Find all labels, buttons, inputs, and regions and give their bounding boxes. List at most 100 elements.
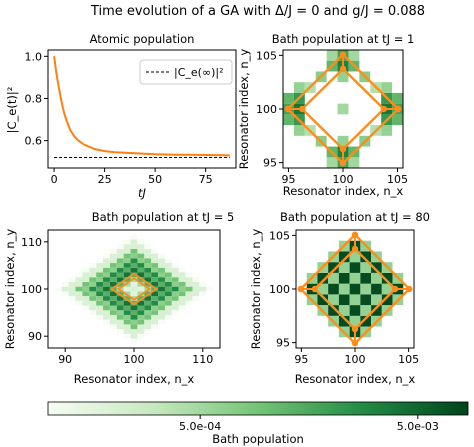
heatmap-cell (144, 329, 152, 334)
heatmap-cell (103, 263, 110, 268)
heatmap-cell (103, 253, 110, 259)
heatmap-cell (328, 305, 339, 316)
heatmap-cell (89, 296, 97, 301)
heatmap-cell (116, 329, 124, 334)
heatmap-cell (151, 281, 159, 287)
heatmap-cell (89, 300, 97, 306)
heatmap-cell (116, 248, 124, 254)
y-axis-label: Resonator index, n_y (3, 229, 17, 350)
heatmap-cell (158, 300, 165, 306)
heatmap-cell (109, 305, 117, 311)
heatmap-cell (130, 234, 138, 240)
heatmap-cell (158, 253, 165, 259)
heatmap-cell (137, 277, 145, 282)
heatmap-cell (137, 253, 145, 259)
heatmap-cell (130, 291, 138, 297)
heatmap-cell (82, 267, 90, 273)
heatmap-cell (151, 291, 159, 297)
heatmap-cell (82, 277, 90, 282)
heatmap-cell (109, 286, 117, 292)
emitter-line (110, 272, 158, 306)
heatmap-cell (96, 305, 104, 311)
heatmap-cell (109, 258, 117, 264)
heatmap-cell (82, 300, 90, 306)
colorbar: 5.0e-04 5.0e-03 Bath population (47, 401, 469, 446)
heatmap-cell (349, 251, 361, 263)
heatmap-cell (103, 286, 110, 292)
heatmap-cell (130, 277, 138, 282)
heatmap-cell (109, 281, 117, 287)
heatmap-cell (158, 305, 165, 311)
heatmap-cell (371, 294, 382, 306)
heatmap-cell (68, 281, 76, 287)
y-tick-label: 100 (256, 103, 277, 116)
emitter-path (116, 277, 152, 301)
heatmap-cell (326, 157, 338, 168)
heatmap-cell (164, 310, 172, 315)
heatmap-cell (116, 314, 124, 320)
heatmap-cell (185, 281, 193, 287)
heatmap-cell (171, 281, 179, 287)
heatmap-cell (130, 324, 138, 330)
heatmap-cell (103, 281, 110, 287)
heatmap-cell (116, 310, 124, 315)
heatmap-cell (164, 272, 172, 278)
heatmap-cell (158, 267, 165, 273)
heatmap-cell (348, 157, 360, 168)
heatmap-cell (185, 291, 193, 297)
heatmap-cell (349, 294, 361, 306)
heatmap-cell (192, 291, 200, 297)
heatmap-cell (144, 248, 152, 254)
y-axis-label: |C_e(t)|² (5, 87, 19, 134)
heatmap-cell (96, 300, 104, 306)
heatmap-cell (89, 272, 97, 278)
heatmap-cell (89, 305, 97, 311)
heatmap-cell (103, 258, 110, 264)
heatmap-cell (137, 319, 145, 325)
heatmap-cell (137, 263, 145, 268)
y-tick-label: 105 (269, 229, 290, 242)
heatmap-cell (137, 324, 145, 330)
heatmap-cell (96, 258, 104, 264)
axis-ticks: 95 100 105 95 100 105 (256, 49, 408, 186)
heatmap-cell (130, 333, 138, 339)
x-axis-label: Resonator index, n_x (74, 372, 195, 386)
heatmap-cell (116, 291, 124, 297)
heatmap-cell (185, 296, 193, 301)
heatmap-cell (178, 305, 186, 311)
panel-title: Bath population at tJ = 80 (280, 210, 430, 224)
heatmap-cell (137, 286, 145, 292)
x-tick-label: 95 (281, 173, 295, 186)
heatmap-cell (82, 286, 90, 292)
heatmap-cell (144, 267, 152, 273)
heatmap-cell (130, 338, 138, 344)
heatmap-cell (144, 272, 152, 278)
heatmap-cell (360, 272, 372, 284)
heatmap-cell (123, 281, 131, 287)
y-tick-label: 90 (28, 330, 42, 343)
heatmap-cell (130, 319, 138, 325)
heatmap-cell (392, 114, 403, 126)
heatmap-cell (75, 277, 83, 282)
heatmap-cell (144, 314, 152, 320)
heatmap-cell (381, 294, 393, 306)
legend-label: |C_e(∞)|² (174, 66, 224, 79)
heatmap-cell (116, 258, 124, 264)
heatmap-cell (144, 300, 152, 306)
heatmap-cell (338, 294, 350, 306)
heatmap-cell (75, 272, 83, 278)
x-tick-label: 100 (124, 353, 145, 366)
heatmap-cell (349, 305, 361, 316)
heatmap-cell (349, 272, 361, 284)
bath-population-t80-heatmap: Bath population at tJ = 80 95 100 105 95 100… (249, 210, 430, 386)
heatmap-cell (164, 286, 172, 292)
x-tick-label: 100 (345, 353, 366, 366)
heatmap-cells (54, 234, 214, 344)
heatmap-cell (158, 314, 165, 320)
heatmap-cell (199, 281, 207, 287)
heatmap-cell (144, 281, 152, 287)
heatmap-cell (137, 281, 145, 287)
heatmap-cell (158, 291, 165, 297)
heatmap-cell (381, 283, 393, 295)
x-axis-label: tJ (138, 186, 147, 200)
